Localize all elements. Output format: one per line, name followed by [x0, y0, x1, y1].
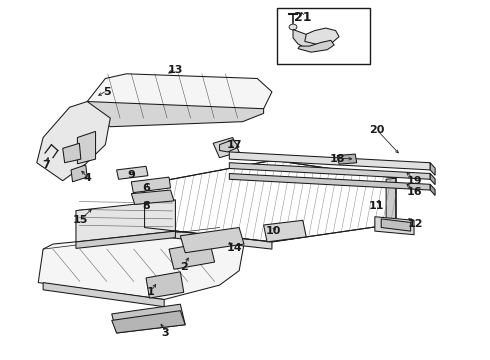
Text: 17: 17 [226, 140, 242, 150]
Circle shape [289, 24, 297, 30]
Text: 16: 16 [406, 186, 422, 197]
Polygon shape [386, 178, 396, 224]
Polygon shape [131, 177, 171, 193]
Bar [277, 8, 370, 64]
Polygon shape [37, 102, 110, 181]
Polygon shape [381, 219, 411, 231]
Polygon shape [229, 163, 430, 179]
Polygon shape [117, 166, 148, 179]
Polygon shape [220, 140, 239, 152]
Text: 7: 7 [43, 160, 50, 170]
Polygon shape [180, 228, 244, 253]
Text: 10: 10 [266, 226, 281, 236]
Text: 2: 2 [180, 262, 188, 272]
Polygon shape [131, 190, 174, 204]
Text: 8: 8 [142, 201, 150, 211]
Polygon shape [87, 102, 264, 127]
Text: 14: 14 [226, 243, 242, 253]
Text: 11: 11 [368, 201, 384, 211]
Polygon shape [430, 184, 435, 195]
Polygon shape [145, 160, 396, 242]
Polygon shape [112, 304, 185, 333]
Polygon shape [63, 143, 81, 163]
Polygon shape [229, 152, 430, 170]
Text: 1: 1 [147, 287, 155, 297]
Polygon shape [87, 74, 272, 118]
Polygon shape [146, 272, 184, 298]
Polygon shape [76, 231, 175, 248]
Polygon shape [430, 174, 435, 185]
Polygon shape [43, 283, 164, 307]
Text: 20: 20 [368, 125, 384, 135]
Text: 13: 13 [168, 65, 183, 75]
Polygon shape [337, 154, 357, 164]
Polygon shape [375, 217, 414, 235]
Text: 21: 21 [294, 11, 312, 24]
Polygon shape [145, 228, 272, 249]
Polygon shape [229, 174, 430, 190]
Polygon shape [298, 40, 334, 52]
Polygon shape [264, 220, 306, 242]
Text: 3: 3 [162, 328, 170, 338]
Text: 6: 6 [142, 183, 150, 193]
Text: 19: 19 [406, 176, 422, 186]
Polygon shape [305, 28, 339, 45]
Polygon shape [293, 30, 318, 49]
Polygon shape [213, 138, 239, 158]
Polygon shape [38, 228, 244, 300]
Text: 9: 9 [127, 170, 135, 180]
Polygon shape [430, 163, 435, 175]
Text: 12: 12 [408, 219, 423, 229]
Polygon shape [112, 311, 185, 333]
Polygon shape [77, 131, 96, 164]
Text: 5: 5 [103, 87, 111, 97]
Text: 15: 15 [73, 215, 89, 225]
Polygon shape [76, 200, 175, 242]
Text: 4: 4 [83, 173, 91, 183]
Text: 18: 18 [329, 154, 345, 164]
Polygon shape [169, 242, 215, 269]
Polygon shape [71, 165, 87, 182]
